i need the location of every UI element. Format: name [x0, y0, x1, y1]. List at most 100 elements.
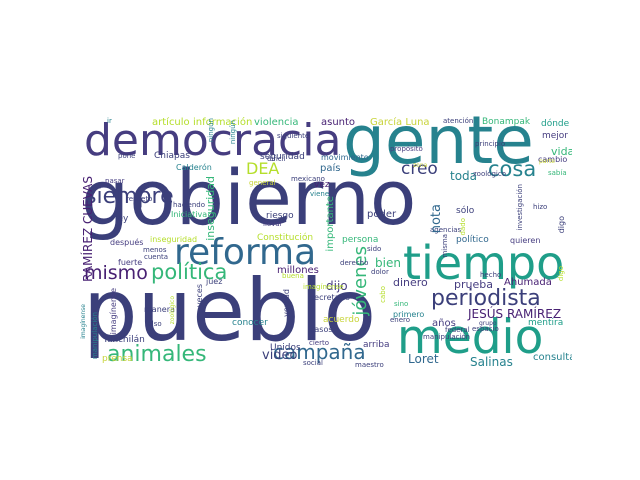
word-social: casos	[310, 325, 333, 334]
word-fiscalia: cabo	[379, 286, 387, 303]
word-calderon: Calderón	[176, 163, 212, 172]
word-dijo: dijo	[326, 279, 348, 293]
word-campana: campaña	[273, 340, 366, 364]
word-salinas: Salinas	[470, 355, 513, 369]
word-gente: gente	[343, 116, 534, 179]
word-riesgo: haciendo	[173, 201, 205, 209]
word-reforma: reforma	[174, 232, 317, 273]
word-creo: creo	[401, 159, 438, 179]
word-viene: pasar	[105, 177, 125, 185]
word-cosa: cosa	[488, 157, 537, 181]
word-nota: nota	[429, 204, 444, 234]
word-inseguridad: inseguridad	[204, 176, 217, 241]
word-zoologico: imagínense	[80, 304, 87, 339]
word-solo: sólo	[456, 206, 475, 216]
word-dolor: general	[249, 179, 276, 187]
word-vez: vez	[314, 180, 330, 190]
word-siguiente: dado	[459, 218, 467, 236]
word-dificil: ningún	[207, 118, 215, 143]
word-principio: investigación	[516, 184, 524, 231]
word-hablar: enero	[390, 316, 411, 324]
word-iniciativa: Constitución	[257, 233, 314, 243]
word-mejor: mejor	[542, 131, 569, 141]
word-prueba: prueba	[454, 278, 493, 291]
word-unidos: conocer	[232, 318, 268, 328]
word-parte: manipulación	[91, 312, 99, 360]
word-video: video	[262, 348, 298, 363]
word-respeto: propósito	[390, 145, 423, 153]
word-bien: bien	[375, 256, 401, 270]
word-poder: poder	[367, 209, 397, 220]
word-imaginense: veces	[195, 284, 204, 308]
word-yaxchilan: Unidos	[270, 343, 301, 353]
word-seguridad: seguridad	[260, 152, 305, 162]
word-maestro: social	[303, 359, 323, 367]
word-misma: buena	[282, 272, 304, 280]
word-hoy: difícil	[267, 155, 286, 163]
word-secretario: verdad	[282, 289, 291, 317]
word-casos: primero	[393, 310, 425, 319]
word-vida: vida	[551, 145, 572, 158]
word-articulo: artículo	[152, 117, 190, 128]
word-enero: digo	[557, 266, 565, 282]
word-tiempo: tiempo	[403, 236, 565, 290]
word-toda: toda	[450, 169, 478, 183]
word-arriba: consulta	[533, 352, 572, 363]
word-dinero: dinero	[393, 276, 428, 289]
word-anos: acuerdo	[323, 315, 360, 325]
word-veces: cierto	[309, 339, 330, 347]
word-ningun: hizo	[533, 203, 548, 211]
word-fuerte: después	[110, 238, 144, 247]
word-primero: arriba	[363, 340, 390, 350]
word-persona: persona	[342, 235, 379, 245]
word-investigacion: misma	[441, 234, 449, 258]
word-chiapas: ningún	[229, 120, 237, 145]
word-mandado: zona	[413, 162, 428, 169]
word-constitucion: inseguridad	[150, 235, 198, 244]
word-hizo: federal	[445, 326, 470, 334]
word-mentira: años	[432, 318, 456, 329]
word-asunto: asunto	[321, 117, 356, 128]
word-garcia-luna: García Luna	[370, 117, 430, 128]
word-sido: menos	[143, 246, 167, 254]
word-mexicano: digo	[557, 216, 566, 234]
word-juez: fuerte	[118, 258, 143, 267]
word-politico: político	[456, 235, 489, 245]
word-ley: Iniciativa	[171, 210, 208, 219]
word-dato: sino	[394, 300, 409, 308]
word-violencia: violencia	[254, 117, 299, 128]
word-dea: DEA	[246, 159, 280, 178]
word-conocer: juez	[206, 277, 223, 286]
word-pais: país	[320, 163, 341, 174]
word-cierto: maestro	[355, 361, 384, 369]
word-madero: Chiapas	[154, 151, 190, 161]
word-prensa: Yaxchilán	[103, 335, 145, 345]
word-verdad: falso	[145, 320, 162, 328]
word-informacion: información	[193, 117, 253, 128]
word-movimiento: movimiento	[321, 153, 369, 162]
word-buena: respeto	[126, 195, 153, 203]
word-manera: prensa	[102, 354, 133, 364]
word-jovenes-vertical: jóvenes	[350, 246, 371, 316]
word-consulta: mentira	[528, 318, 564, 328]
word-pasar: parte	[539, 158, 555, 165]
word-sino: sabía	[548, 169, 567, 177]
word-acuerdo: secretario	[310, 293, 350, 302]
word-siempre: siempre	[85, 184, 174, 209]
word-ir: manipulación	[423, 333, 471, 341]
word-zona: siguiente	[277, 132, 310, 140]
word-llevar: riesgo	[266, 211, 294, 221]
word-atencion: imagínense	[303, 283, 344, 291]
word-hecho: agencias	[430, 226, 462, 234]
word-proposito: zoológico	[169, 296, 176, 325]
word-donde: dónde	[541, 119, 570, 129]
word-mismo: mismo	[84, 262, 148, 284]
word-cuenta: ir	[107, 117, 112, 125]
word-importante: importante	[325, 196, 336, 252]
word-medio: medio	[397, 310, 544, 365]
word-dado: espacio	[472, 325, 499, 333]
word-animales: animales	[107, 342, 207, 367]
word-cabo: principio	[475, 140, 506, 148]
word-democracia: democracia	[84, 116, 342, 166]
word-pone: zoológico	[473, 170, 506, 178]
